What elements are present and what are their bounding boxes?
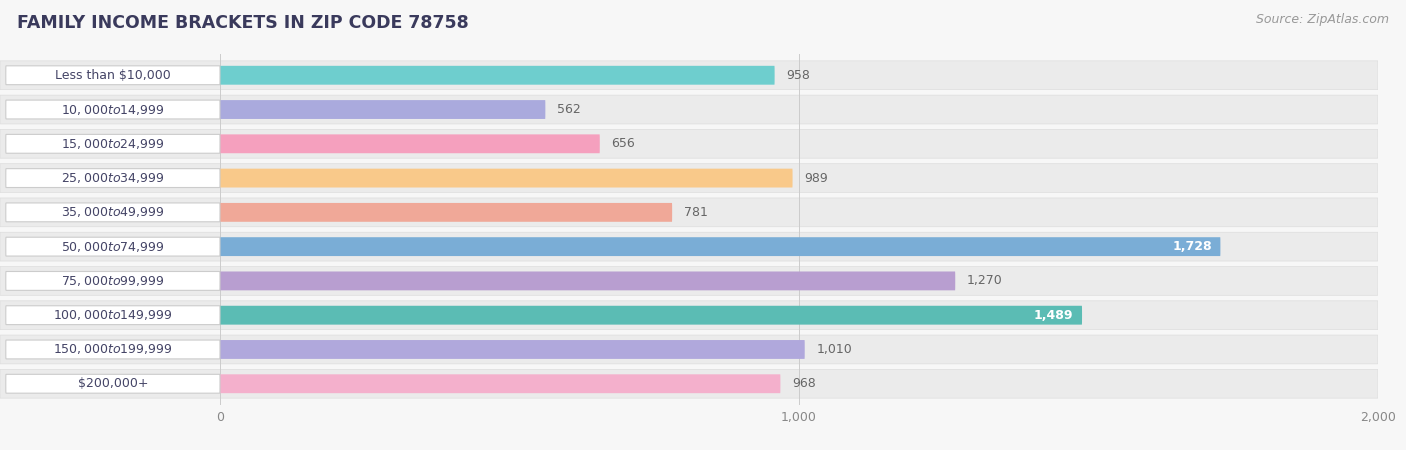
Text: 989: 989 <box>804 171 828 184</box>
FancyBboxPatch shape <box>0 164 1378 193</box>
FancyBboxPatch shape <box>0 61 1378 90</box>
Text: $25,000 to $34,999: $25,000 to $34,999 <box>60 171 165 185</box>
FancyBboxPatch shape <box>0 369 1378 398</box>
FancyBboxPatch shape <box>219 203 672 222</box>
Text: $10,000 to $14,999: $10,000 to $14,999 <box>60 103 165 117</box>
FancyBboxPatch shape <box>6 374 219 393</box>
Text: 562: 562 <box>557 103 581 116</box>
Text: $200,000+: $200,000+ <box>77 377 148 390</box>
Text: 1,728: 1,728 <box>1173 240 1212 253</box>
FancyBboxPatch shape <box>0 130 1378 158</box>
FancyBboxPatch shape <box>219 306 1083 324</box>
Text: 656: 656 <box>612 137 636 150</box>
FancyBboxPatch shape <box>6 237 219 256</box>
FancyBboxPatch shape <box>219 66 775 85</box>
Text: 968: 968 <box>792 377 815 390</box>
Text: $15,000 to $24,999: $15,000 to $24,999 <box>60 137 165 151</box>
FancyBboxPatch shape <box>6 66 219 85</box>
FancyBboxPatch shape <box>219 169 793 188</box>
FancyBboxPatch shape <box>6 100 219 119</box>
Text: 1,489: 1,489 <box>1033 309 1073 322</box>
FancyBboxPatch shape <box>0 198 1378 227</box>
FancyBboxPatch shape <box>0 232 1378 261</box>
Text: $100,000 to $149,999: $100,000 to $149,999 <box>53 308 173 322</box>
Text: FAMILY INCOME BRACKETS IN ZIP CODE 78758: FAMILY INCOME BRACKETS IN ZIP CODE 78758 <box>17 14 468 32</box>
FancyBboxPatch shape <box>6 203 219 222</box>
FancyBboxPatch shape <box>219 237 1220 256</box>
FancyBboxPatch shape <box>219 340 804 359</box>
FancyBboxPatch shape <box>219 100 546 119</box>
Text: $50,000 to $74,999: $50,000 to $74,999 <box>60 240 165 254</box>
FancyBboxPatch shape <box>0 301 1378 329</box>
FancyBboxPatch shape <box>6 135 219 153</box>
FancyBboxPatch shape <box>0 266 1378 295</box>
FancyBboxPatch shape <box>6 271 219 290</box>
Text: 781: 781 <box>683 206 707 219</box>
Text: $35,000 to $49,999: $35,000 to $49,999 <box>60 205 165 219</box>
Text: $150,000 to $199,999: $150,000 to $199,999 <box>53 342 173 356</box>
Text: 1,010: 1,010 <box>817 343 852 356</box>
Text: Less than $10,000: Less than $10,000 <box>55 69 170 82</box>
Text: 958: 958 <box>786 69 810 82</box>
FancyBboxPatch shape <box>219 271 955 290</box>
FancyBboxPatch shape <box>0 335 1378 364</box>
Text: $75,000 to $99,999: $75,000 to $99,999 <box>60 274 165 288</box>
FancyBboxPatch shape <box>6 340 219 359</box>
FancyBboxPatch shape <box>6 306 219 324</box>
FancyBboxPatch shape <box>219 135 600 153</box>
FancyBboxPatch shape <box>6 169 219 188</box>
Text: 1,270: 1,270 <box>967 274 1002 288</box>
Text: Source: ZipAtlas.com: Source: ZipAtlas.com <box>1256 14 1389 27</box>
FancyBboxPatch shape <box>219 374 780 393</box>
FancyBboxPatch shape <box>0 95 1378 124</box>
